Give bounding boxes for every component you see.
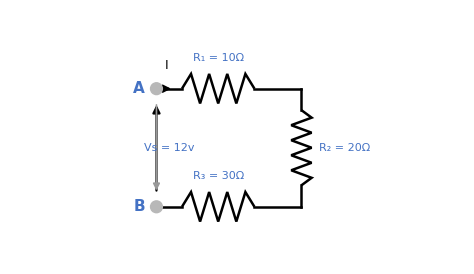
Circle shape [151, 201, 163, 213]
Circle shape [151, 83, 163, 95]
Text: B: B [133, 199, 145, 214]
Text: Vs = 12v: Vs = 12v [145, 143, 195, 153]
Text: A: A [133, 81, 145, 96]
Text: R₂ = 20Ω: R₂ = 20Ω [319, 143, 370, 153]
Text: I: I [165, 59, 168, 72]
Text: R₃ = 30Ω: R₃ = 30Ω [192, 171, 244, 181]
Text: R₁ = 10Ω: R₁ = 10Ω [192, 53, 244, 63]
